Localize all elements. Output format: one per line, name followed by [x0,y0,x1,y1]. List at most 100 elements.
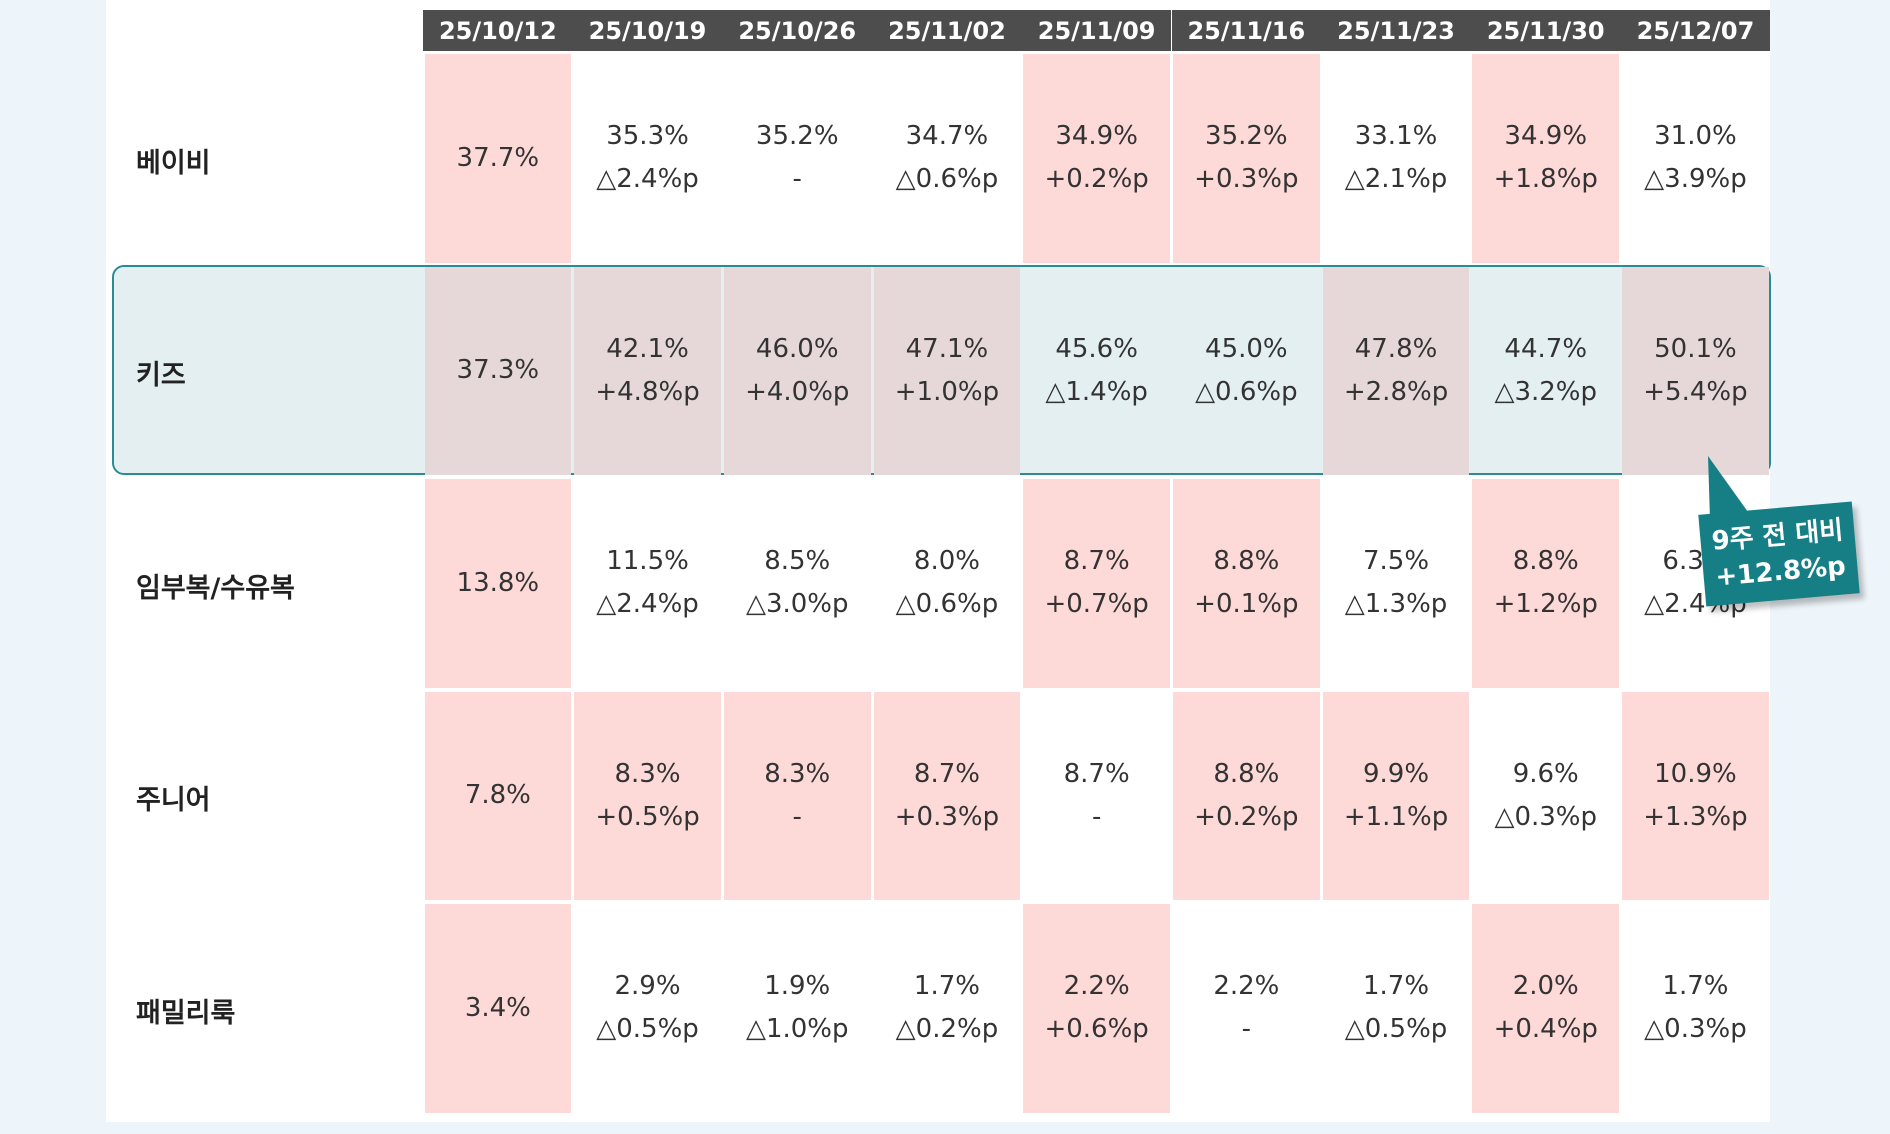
cell-change: +5.4%p [1643,376,1748,407]
column-header: 25/11/23 [1321,10,1471,51]
cell-change: +2.8%p [1343,376,1449,407]
column-header: 25/11/09 [1021,10,1172,51]
cell: 2.2% - [1173,904,1320,1113]
cell-value: 34.9% [1055,121,1138,152]
cell-change: +1.0%p [894,376,1000,407]
cell-change: △0.3%p [1494,801,1598,832]
cell-value: 1.7% [913,971,980,1002]
column-header: 25/10/26 [722,10,873,51]
cell-value: 35.2% [1205,121,1288,152]
cell: 1.7% △0.2%p [874,904,1021,1113]
cell-value: 8.0% [913,546,980,577]
cell-change: △1.4%p [1045,376,1148,407]
cell-value: 8.3% [614,758,681,789]
cell: 37.3% [424,266,572,475]
cell-value: 2.2% [1213,971,1280,1002]
cell: 2.0% +0.4%p [1472,904,1620,1113]
callout-pointer [1708,456,1748,520]
cell-change: +0.1%p [1194,589,1299,620]
cell-value: 47.8% [1354,333,1438,364]
cell: 10.9% +1.3%p [1622,691,1769,900]
cell-value: 45.6% [1055,333,1138,364]
cell-change: +0.5%p [595,801,700,832]
cell-change: - [1241,1014,1252,1045]
cell-value: 42.1% [606,333,689,364]
cell-change: △3.9%p [1644,164,1747,195]
cell: 45.6% △1.4%p [1023,267,1170,476]
cell-value: 8.8% [1512,546,1579,577]
cell-change: - [792,801,802,832]
cell-value: 7.5% [1363,546,1430,577]
cell-change: +0.7%p [1044,589,1149,620]
cell-value: 50.1% [1654,333,1737,364]
cell: 8.7% - [1023,692,1170,901]
cell: 8.7% +0.7%p [1023,479,1170,688]
cell-value: 34.9% [1504,121,1588,152]
cell-change: △0.2%p [895,1014,999,1045]
cell: 8.8% +1.2%p [1472,479,1620,688]
cell-value: 8.5% [764,546,831,577]
cell-change: - [792,164,802,195]
cell-change: △3.2%p [1494,376,1598,407]
cell-change: +4.0%p [745,376,850,407]
cell-value: 31.0% [1654,121,1737,152]
cell-value: 3.4% [464,992,531,1023]
cell-value: 33.1% [1354,121,1438,152]
cell-value: 1.7% [1363,971,1430,1002]
cell: 45.0% △0.6%p [1173,267,1320,476]
cell-value: 37.3% [456,355,540,386]
cell-change: △0.6%p [895,164,999,195]
cell-value: 9.6% [1512,758,1579,789]
cell-change: △0.6%p [895,589,999,620]
cell-value: 7.8% [464,780,531,811]
cell: 34.9% +1.8%p [1472,54,1620,263]
cell-value: 35.2% [755,121,839,152]
cell: 7.8% [424,691,572,900]
cell-change: △0.3%p [1644,1014,1747,1045]
cell-value: 37.7% [456,142,540,173]
column-header: 25/11/16 [1171,10,1322,51]
cell-value: 8.7% [913,758,980,789]
column-header: 25/10/19 [572,10,723,51]
row-label: 임부복/수유복 [136,572,295,604]
cell-value: 35.3% [606,121,689,152]
cell-value: 8.3% [764,758,831,789]
cell: 42.1% +4.8%p [574,266,721,475]
cell-change: △0.6%p [1195,376,1298,407]
cell-change: +0.2%p [1194,801,1299,832]
cell-change: - [1091,801,1102,832]
row-label: 키즈 [136,360,186,392]
cell: 50.1% +5.4%p [1622,266,1769,475]
cell-change: +0.6%p [1044,1014,1149,1045]
cell: 7.5% △1.3%p [1323,479,1470,688]
cell: 8.8% +0.1%p [1173,479,1320,688]
cell: 34.9% +0.2%p [1023,54,1170,263]
cell-value: 46.0% [755,333,839,364]
cell: 11.5% △2.4%p [574,479,721,688]
cell-change: △0.5%p [1344,1014,1448,1045]
cell: 46.0% +4.0%p [723,266,871,475]
cell-change: +1.8%p [1493,164,1598,195]
cell-change: △2.1%p [1344,164,1448,195]
cell-value: 8.8% [1213,546,1280,577]
row-label: 패밀리룩 [136,997,236,1029]
cell: 2.9% △0.5%p [574,904,721,1113]
cell-value: 2.2% [1063,971,1130,1002]
cell: 2.2% +0.6%p [1023,904,1170,1113]
cell: 3.4% [424,904,572,1113]
column-header: 25/11/02 [872,10,1022,51]
cell-value: 1.7% [1662,971,1729,1002]
cell-value: 8.7% [1063,546,1130,577]
cell-change: +4.8%p [595,376,700,407]
cell-value: 44.7% [1504,333,1588,364]
cell-change: +0.2%p [1044,164,1149,195]
cell-change: +0.4%p [1493,1014,1598,1045]
cell: 1.7% △0.5%p [1323,904,1470,1113]
cell-change: △2.4%p [596,589,699,620]
cell: 47.8% +2.8%p [1322,266,1470,475]
column-header: 25/10/12 [423,10,573,51]
cell: 8.3% - [723,691,871,900]
cell-value: 13.8% [456,567,540,598]
cell-change: △0.5%p [596,1014,699,1045]
